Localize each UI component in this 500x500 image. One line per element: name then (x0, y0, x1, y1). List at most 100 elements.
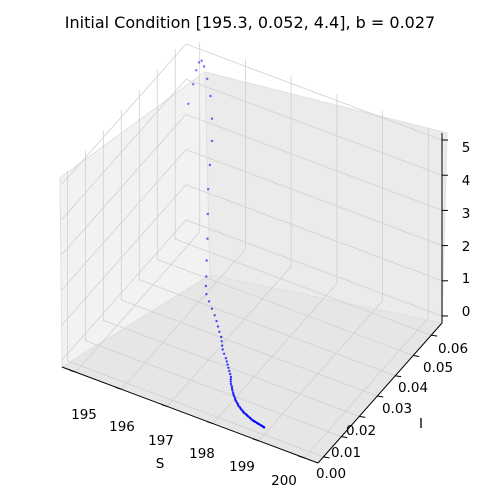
grid-line-y (157, 259, 414, 356)
grid-line-x (121, 249, 246, 390)
grid-line-z (185, 149, 443, 246)
data-point (206, 237, 209, 240)
grid-line-z (61, 78, 187, 220)
data-point (234, 399, 238, 403)
y-tick-label: 0.02 (346, 423, 376, 439)
data-point (205, 259, 208, 262)
data-point (229, 382, 233, 386)
data-point (218, 330, 221, 333)
grid-line-y (139, 279, 396, 377)
data-point (222, 352, 226, 355)
y-tick-mark (359, 415, 366, 418)
x-axis-label: S (156, 456, 165, 472)
data-point (230, 387, 234, 390)
y-axis-label: I (419, 416, 423, 432)
data-point (192, 83, 195, 86)
data-point (213, 314, 216, 317)
data-point (187, 102, 190, 106)
x-tick-label: 198 (189, 446, 215, 462)
grid-line-y (85, 340, 342, 437)
x-tick-mark (298, 455, 305, 459)
data-point (227, 366, 230, 369)
y-tick-mark (395, 375, 402, 378)
data-point (202, 65, 206, 68)
data-point (224, 357, 228, 360)
y-axis-ticks: 0.00 0.01 0.02 0.03 0.04 0.05 0.06 (316, 341, 468, 482)
data-point (208, 163, 212, 167)
data-point (207, 300, 211, 303)
data-point (210, 139, 214, 143)
x-tick-mark (69, 369, 76, 373)
x-tick-mark (206, 421, 214, 425)
data-point (232, 394, 236, 398)
data-point (206, 212, 209, 216)
grid-line-z (185, 184, 443, 282)
grid-line-z (61, 114, 187, 255)
data-point (229, 380, 232, 383)
data-point (197, 61, 201, 64)
data-point (231, 389, 234, 392)
data-point (207, 188, 210, 191)
data-point (206, 77, 209, 81)
z-tick-label: 1 (462, 271, 471, 287)
grid-line-z (61, 184, 187, 326)
grid-line-x (75, 231, 201, 373)
z-axis-ticks: 0 1 2 3 4 5 (462, 140, 471, 320)
x-tick-label: 197 (148, 433, 174, 449)
z-tick-label: 5 (462, 140, 471, 156)
grid-line-z (185, 114, 443, 211)
grid-line-y (103, 319, 360, 417)
y-tick-mark (377, 395, 384, 398)
axis-lines (61, 133, 448, 464)
data-point (215, 319, 218, 323)
data-point (216, 325, 220, 328)
data-point (195, 69, 198, 72)
y-tick-mark (413, 354, 420, 357)
data-point (226, 363, 229, 366)
data-point (220, 340, 223, 343)
x-tick-mark (252, 438, 259, 442)
data-point (231, 391, 235, 394)
grid-line-z (185, 219, 443, 317)
y-tick-label: 0.01 (331, 445, 361, 461)
grid-line-x (258, 300, 383, 441)
grid-line-y (175, 238, 432, 336)
trajectory-points (187, 59, 266, 429)
grid-line-y (121, 299, 378, 397)
grid-line-z (61, 149, 187, 290)
y-tick-label: 0.05 (423, 360, 453, 376)
data-point (210, 117, 214, 120)
data-point (229, 378, 232, 381)
x-tick-mark (115, 386, 122, 390)
data-point (229, 375, 233, 379)
data-point (210, 307, 214, 310)
data-point (225, 360, 228, 363)
data-point (221, 344, 224, 347)
y-tick-mark (341, 436, 348, 439)
data-point (205, 275, 208, 278)
data-point (230, 384, 233, 388)
data-point (200, 59, 203, 62)
x-axis-line (61, 366, 319, 464)
grid-lines (61, 42, 443, 459)
y-tick-label: 0.04 (398, 380, 428, 396)
data-point (204, 284, 208, 288)
x-tick-label: 200 (271, 473, 297, 489)
x-tick-label: 196 (109, 419, 135, 435)
y-tick-label: 0.03 (382, 401, 412, 417)
x-tick-mark (160, 403, 168, 407)
z-tick-label: 3 (462, 206, 471, 222)
z-tick-label: 2 (462, 239, 471, 255)
data-point (228, 369, 231, 373)
grid-line-y (67, 360, 324, 458)
data-point (209, 94, 212, 98)
data-point (262, 426, 266, 429)
x-tick-label: 195 (71, 407, 97, 423)
grid-line-z (61, 219, 187, 361)
grid-line-z (185, 78, 443, 176)
z-tick-label: 4 (462, 173, 471, 189)
z-tick-label: 0 (462, 304, 471, 320)
grid-line-x (166, 266, 292, 407)
